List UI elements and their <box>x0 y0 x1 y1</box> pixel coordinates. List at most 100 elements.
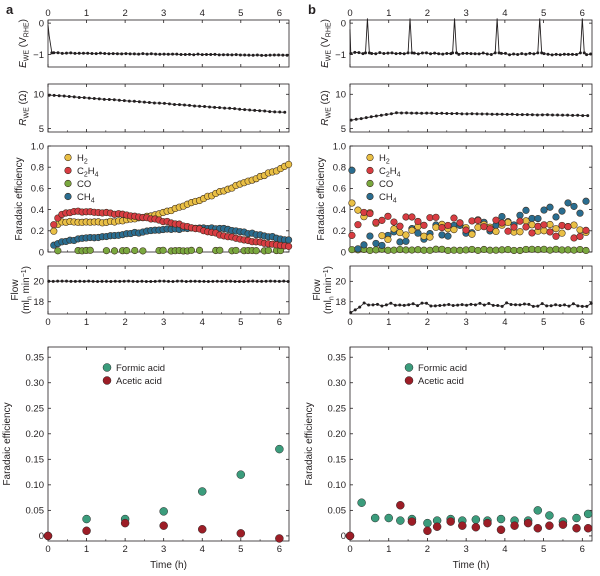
r-we-point <box>465 112 469 116</box>
fe-point-ch4 <box>396 238 404 246</box>
flow-point <box>260 279 264 283</box>
flow-point <box>549 304 553 308</box>
acetic-acid-point <box>558 520 568 529</box>
r-we-point <box>505 112 509 116</box>
r-we-point <box>394 111 398 115</box>
fe-point-co <box>540 245 548 253</box>
panel-a-letter: a <box>6 2 14 17</box>
acetic-acid-point <box>423 526 432 536</box>
y-tick-label: 5 <box>39 124 44 135</box>
flow-point <box>277 279 281 283</box>
r-we-point <box>62 94 66 98</box>
flow-point <box>545 304 549 308</box>
flow-point <box>473 303 477 307</box>
fe-point-c2h4 <box>50 221 58 229</box>
flow-point <box>500 304 504 308</box>
flow-point <box>198 279 202 283</box>
fe-point-co <box>54 247 62 255</box>
fe-point-c2h4 <box>498 219 506 227</box>
r-we-point <box>581 114 585 118</box>
fe-point-ch4 <box>576 209 584 217</box>
fe-point-ch4 <box>570 202 578 210</box>
fe-point-co <box>102 247 110 255</box>
legend-text-base: CH <box>379 192 393 203</box>
r-we-point <box>425 111 429 115</box>
formic-acid-point <box>384 513 393 523</box>
flow-unit-sub: n <box>27 296 34 300</box>
flow-point <box>456 303 460 307</box>
flow-point <box>482 303 486 307</box>
flow-point <box>505 301 509 305</box>
r-we-point <box>551 113 555 117</box>
r-we-point <box>228 106 232 110</box>
r-we-point <box>203 105 207 109</box>
flow-unit-sub: n <box>329 296 336 300</box>
y-tick-label: 0.6 <box>31 184 44 195</box>
acetic-acid-point <box>432 522 442 531</box>
legend-text-base: C <box>77 166 84 177</box>
series-h2 <box>348 199 590 244</box>
flow-point <box>469 302 473 306</box>
liquid-legend: Formic acid Acetic acid <box>102 363 165 387</box>
fe-point-h2 <box>516 228 524 236</box>
x-tick-label: 5 <box>238 317 243 328</box>
legend-label-co: CO <box>77 179 91 190</box>
acetic-acid-point <box>159 521 168 530</box>
legend-text-base: H <box>379 153 386 164</box>
y-tick-label: 0 <box>341 18 346 29</box>
y-axis-label-flow-unit: (mln min−1) <box>323 266 336 314</box>
x-tick-label-top: 2 <box>122 8 127 19</box>
fe-point-co <box>123 247 131 255</box>
flow-point <box>451 303 455 307</box>
r-we-symbol: R <box>18 118 29 125</box>
e-we-subscript: WE <box>326 50 333 62</box>
fe-point-c2h4 <box>414 217 422 226</box>
r-we-point <box>349 118 353 122</box>
flow-point <box>82 279 86 283</box>
flow-point <box>237 279 241 283</box>
fe-point-h2 <box>558 229 566 237</box>
r-we-point <box>561 113 565 117</box>
flow-point <box>104 279 108 283</box>
r-we-point <box>137 100 141 104</box>
r-we-point <box>445 112 449 116</box>
fe-point-c2h4 <box>486 225 494 233</box>
fe-point-h2 <box>474 223 482 231</box>
r-we-point <box>183 103 187 107</box>
fe-point-c2h4 <box>444 221 452 230</box>
r-we-point <box>198 104 202 108</box>
r-we-point <box>243 108 247 112</box>
fe-point-c2h4 <box>348 231 356 239</box>
x-tick-label: 0 <box>45 544 50 555</box>
y-axis-label: Faradaic efficiency <box>316 157 327 240</box>
y-tick-label: −1 <box>33 50 44 61</box>
fe-point-c2h4 <box>558 221 566 230</box>
fe-point-co <box>552 245 560 253</box>
r-we-point <box>77 95 81 99</box>
fe-point-c2h4 <box>534 222 542 230</box>
y-tick-label: 0 <box>39 247 44 258</box>
fe-point-c2h4 <box>408 213 416 221</box>
x-tick-label: 1 <box>386 544 391 555</box>
legend-text-sub: 2 <box>386 159 390 166</box>
fe-point-ch4 <box>528 214 536 223</box>
legend-text-sub: 2 <box>84 172 88 179</box>
fe-point-co <box>480 245 488 254</box>
flow-point <box>353 308 357 312</box>
flow-point <box>554 303 558 307</box>
flow-point <box>273 279 277 283</box>
flow-point <box>389 301 393 305</box>
e-we-unit: (V <box>18 37 29 50</box>
flow-point <box>589 301 593 305</box>
flow-point <box>149 279 153 283</box>
flow-point <box>69 279 73 283</box>
flow-point <box>585 304 589 308</box>
r-we-point <box>490 112 494 116</box>
x-tick-label: 4 <box>200 544 205 555</box>
r-we-point <box>535 113 539 117</box>
legend-label-c2h4: C2H4 <box>77 166 99 179</box>
x-tick-label-top: 1 <box>386 8 391 19</box>
